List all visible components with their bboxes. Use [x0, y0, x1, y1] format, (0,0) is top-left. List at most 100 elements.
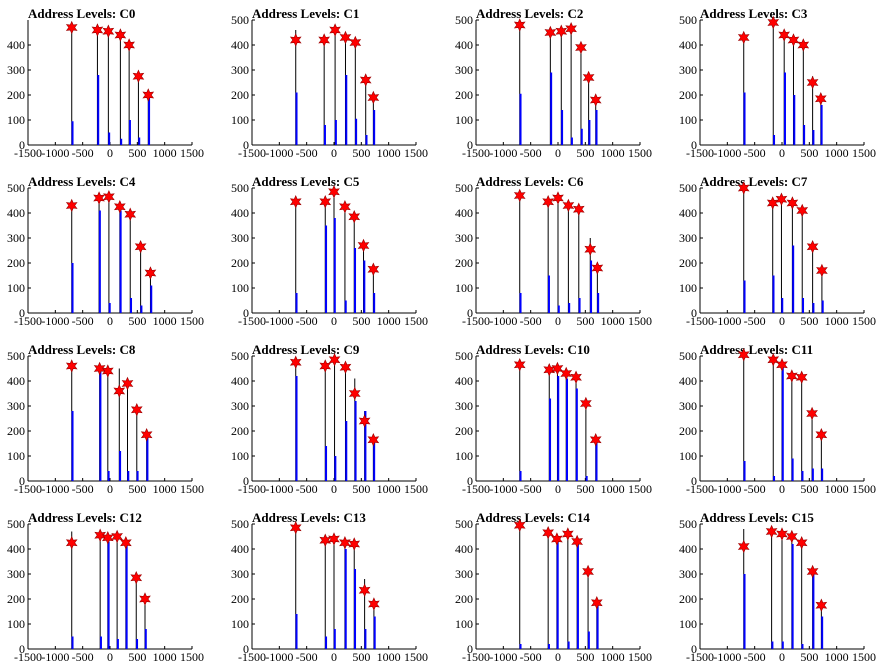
x-tick-label: 1500 — [628, 146, 652, 160]
x-tick-label: 0 — [779, 146, 785, 160]
y-tick-label: 200 — [7, 256, 25, 270]
chart-title: Address Levels: C9 — [252, 342, 360, 357]
y-tick-label: 100 — [455, 281, 473, 295]
x-tick-label: 1000 — [153, 314, 177, 328]
x-tick-label: 500 — [128, 314, 146, 328]
y-tick-label: 0 — [691, 306, 697, 320]
x-tick-label: -500 — [744, 650, 766, 664]
star-marker — [111, 529, 123, 544]
x-tick-label: -1000 — [713, 482, 741, 496]
star-marker — [142, 88, 155, 102]
x-tick-label: 500 — [352, 314, 370, 328]
star-marker — [134, 240, 147, 254]
star-marker — [562, 198, 575, 213]
star-marker — [114, 28, 127, 42]
x-tick-label: 500 — [800, 146, 818, 160]
star-marker — [348, 210, 361, 224]
star-marker — [113, 200, 126, 214]
y-tick-label: 200 — [231, 256, 249, 270]
x-tick-label: 500 — [352, 482, 370, 496]
y-tick-label: 300 — [455, 567, 473, 581]
star-marker — [591, 261, 604, 275]
star-marker — [551, 361, 564, 376]
star-marker — [737, 181, 750, 195]
y-tick-label: 400 — [679, 542, 697, 556]
x-tick-label: -500 — [520, 650, 542, 664]
chart-panel-3: Address Levels: C30100200300400500-1500-… — [679, 6, 876, 160]
y-tick-label: 200 — [679, 592, 697, 606]
x-tick-label: 1500 — [852, 482, 876, 496]
star-marker — [544, 25, 557, 40]
y-tick-label: 300 — [231, 399, 249, 413]
x-tick-label: 1000 — [377, 482, 401, 496]
star-marker — [367, 433, 380, 447]
y-tick-label: 200 — [455, 88, 473, 102]
star-marker — [513, 188, 526, 203]
x-tick-label: 500 — [128, 650, 146, 664]
chart-title: Address Levels: C8 — [28, 342, 136, 357]
star-marker — [552, 191, 564, 205]
x-tick-label: 1000 — [601, 146, 625, 160]
y-tick-label: 100 — [231, 281, 249, 295]
y-tick-label: 200 — [679, 88, 697, 102]
x-tick-label: 1500 — [852, 314, 876, 328]
star-marker — [513, 518, 526, 532]
star-marker — [368, 597, 380, 611]
x-tick-label: 1000 — [377, 314, 401, 328]
star-marker — [367, 90, 380, 105]
star-marker — [766, 196, 779, 210]
chart-panel-2: Address Levels: C20100200300400500-1500-… — [455, 6, 652, 160]
y-tick-label: 300 — [7, 63, 25, 77]
star-marker — [123, 38, 135, 52]
x-tick-label: 0 — [107, 482, 113, 496]
x-tick-label: 1000 — [825, 482, 849, 496]
x-tick-label: -1500 — [462, 482, 490, 496]
chart-panel-4: Address Levels: C40100200300400500-1500-… — [7, 174, 204, 328]
star-marker — [94, 528, 107, 542]
x-tick-label: 500 — [800, 314, 818, 328]
chart-title: Address Levels: C2 — [476, 6, 583, 21]
chart-panel-15: Address Levels: C15 0 100 200 300 400 500 -1500… — [679, 510, 876, 664]
star-marker — [121, 376, 134, 391]
x-tick-label: -1000 — [489, 650, 517, 664]
chart-title: Address Levels: C4 — [28, 174, 136, 189]
y-tick-label: 400 — [679, 206, 697, 220]
x-tick-label: 500 — [576, 314, 594, 328]
star-marker — [329, 23, 341, 37]
x-tick-label: 0 — [331, 146, 337, 160]
y-tick-label: 400 — [455, 38, 473, 52]
x-tick-label: -1500 — [238, 314, 266, 328]
x-tick-label: 1000 — [377, 650, 401, 664]
y-tick-label: 500 — [231, 181, 249, 195]
x-tick-label: 1500 — [180, 482, 204, 496]
x-tick-label: -500 — [744, 482, 766, 496]
star-marker — [289, 521, 302, 535]
y-tick-label: 300 — [7, 399, 25, 413]
x-tick-label: -1500 — [14, 482, 42, 496]
star-marker — [103, 190, 115, 204]
x-tick-label: 1500 — [628, 482, 652, 496]
chart-title: Address Levels: C10 — [476, 342, 590, 357]
x-tick-label: 500 — [352, 650, 370, 664]
star-marker — [289, 355, 302, 369]
star-marker — [776, 527, 788, 541]
y-tick-label: 0 — [243, 306, 249, 320]
star-marker — [555, 24, 568, 38]
star-marker — [582, 564, 594, 579]
x-tick-label: -1500 — [238, 482, 266, 496]
chart-panel-14: Address Levels: C14 0 100 200 300 400 500 -1500… — [455, 510, 652, 664]
y-tick-label: 100 — [679, 281, 697, 295]
star-marker — [560, 366, 573, 381]
star-marker — [785, 369, 798, 383]
x-tick-label: -1000 — [713, 650, 741, 664]
star-marker — [339, 360, 352, 374]
y-tick-label: 0 — [19, 306, 25, 320]
star-marker — [289, 33, 302, 47]
star-marker — [584, 242, 597, 256]
star-marker — [140, 428, 153, 442]
star-marker — [737, 348, 750, 362]
star-marker — [776, 358, 788, 372]
x-tick-label: 1000 — [377, 146, 401, 160]
star-marker — [767, 15, 780, 30]
y-tick-label: 0 — [467, 306, 473, 320]
